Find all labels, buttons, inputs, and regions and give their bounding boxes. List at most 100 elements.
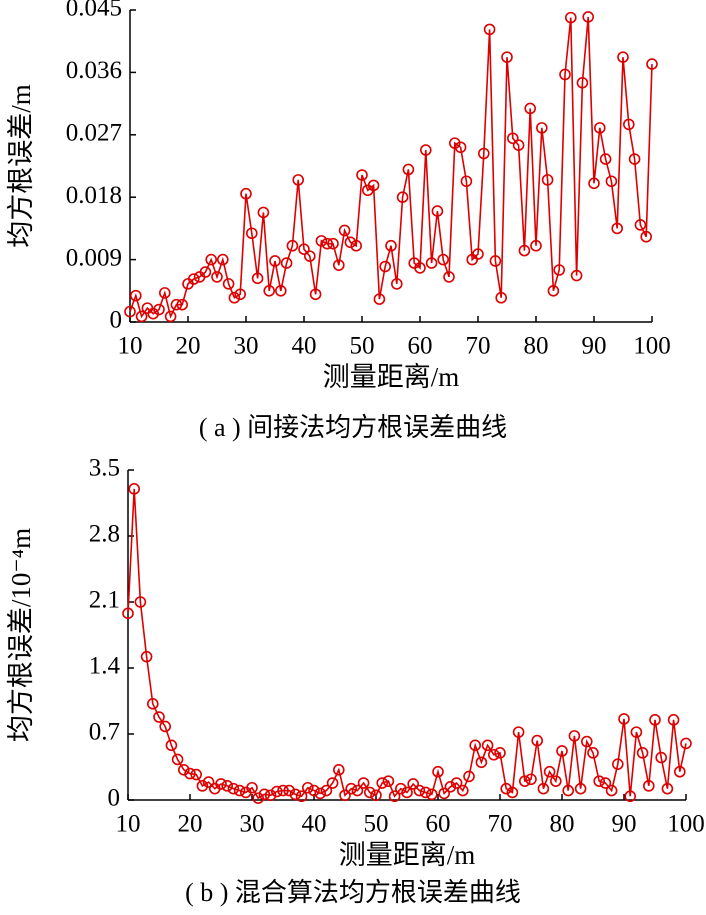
data-point: [257, 206, 270, 219]
data-point: [673, 765, 686, 778]
data-point: [501, 51, 513, 63]
data-point: [570, 269, 583, 282]
data-point: [518, 775, 531, 787]
data-point: [396, 191, 409, 203]
data-point: [587, 747, 599, 759]
y-tick-label: 0.009: [66, 244, 122, 271]
x-tick-label: 70: [466, 333, 491, 360]
data-point: [357, 777, 370, 789]
data-point: [472, 248, 484, 260]
data-point: [303, 250, 316, 262]
data-point: [159, 720, 171, 733]
data-point: [228, 291, 241, 304]
data-point: [298, 243, 310, 255]
data-point: [124, 305, 136, 318]
data-point: [309, 288, 322, 301]
x-tick-label: 20: [178, 811, 203, 838]
y-axis-label: 均方根误差/m: [6, 84, 36, 248]
x-tick-label: 10: [118, 333, 143, 360]
x-tick-label: 20: [176, 333, 201, 360]
data-point: [444, 780, 457, 793]
data-point: [622, 118, 635, 131]
data-point: [170, 298, 183, 311]
data-point: [636, 747, 649, 759]
data-point: [574, 782, 587, 795]
data-point: [506, 786, 519, 799]
y-tick-label: 1.4: [89, 653, 121, 680]
data-point: [543, 765, 556, 778]
data-line: [127, 488, 687, 800]
data-point: [582, 11, 595, 23]
data-point: [376, 777, 389, 789]
data-point: [227, 782, 240, 795]
data-point: [292, 174, 305, 186]
data-point: [373, 293, 386, 305]
data-point: [188, 273, 200, 285]
x-axis-label: 测量距离/m: [339, 840, 476, 870]
y-tick-label: 2.1: [89, 587, 120, 614]
data-point: [407, 778, 420, 790]
y-tick-label: 0.018: [66, 182, 122, 209]
x-axis-label: 测量距离/m: [323, 362, 460, 392]
data-point: [487, 748, 500, 761]
data-point: [246, 227, 258, 240]
x-tick-label: 60: [426, 811, 451, 838]
data-point: [234, 288, 246, 301]
data-point: [277, 784, 289, 797]
x-tick-label: 70: [488, 811, 513, 838]
data-point: [390, 278, 403, 290]
data-point: [350, 239, 363, 252]
data-point: [356, 169, 368, 181]
data-point: [385, 239, 397, 252]
data-point: [437, 253, 450, 266]
data-point: [280, 257, 293, 269]
data-point: [147, 698, 159, 710]
data-point: [535, 122, 548, 134]
x-tick-label: 80: [524, 333, 549, 360]
y-tick-label: 2.8: [89, 521, 120, 548]
y-tick-label: 0.7: [89, 719, 120, 746]
data-point: [295, 790, 308, 803]
y-tick-label: 3.5: [89, 455, 120, 482]
data-point: [135, 310, 148, 323]
data-point: [246, 781, 258, 794]
data-point: [524, 102, 537, 115]
data-point: [481, 739, 494, 752]
data-point: [283, 784, 296, 797]
data-point: [134, 596, 147, 608]
data-point: [159, 287, 171, 299]
data-point: [401, 786, 413, 799]
y-tick-label: 0.036: [66, 57, 122, 84]
data-point: [506, 132, 519, 145]
data-point: [286, 239, 299, 252]
data-point: [345, 782, 358, 795]
x-tick-label: 60: [408, 333, 433, 360]
data-point: [593, 775, 606, 787]
x-tick-label: 80: [550, 811, 575, 838]
data-point: [456, 784, 469, 797]
data-point: [301, 781, 314, 794]
y-tick-label: 0: [108, 785, 121, 812]
data-point: [605, 175, 618, 188]
data-point: [611, 758, 624, 770]
data-point: [553, 264, 566, 276]
data-point: [363, 786, 376, 799]
data-point: [308, 784, 320, 797]
data-point: [199, 266, 212, 278]
data-point: [315, 235, 328, 247]
data-point: [605, 784, 618, 797]
data-point: [196, 780, 209, 792]
x-tick-label: 100: [633, 333, 671, 360]
data-point: [646, 58, 658, 70]
data-point: [564, 11, 577, 24]
data-point: [402, 163, 415, 176]
data-point: [414, 262, 426, 274]
x-tick-label: 40: [292, 333, 317, 360]
data-point: [634, 219, 647, 231]
data-point: [525, 773, 537, 786]
data-point: [202, 776, 215, 788]
data-point: [425, 788, 438, 801]
data-point: [469, 739, 482, 752]
data-point: [630, 726, 643, 738]
